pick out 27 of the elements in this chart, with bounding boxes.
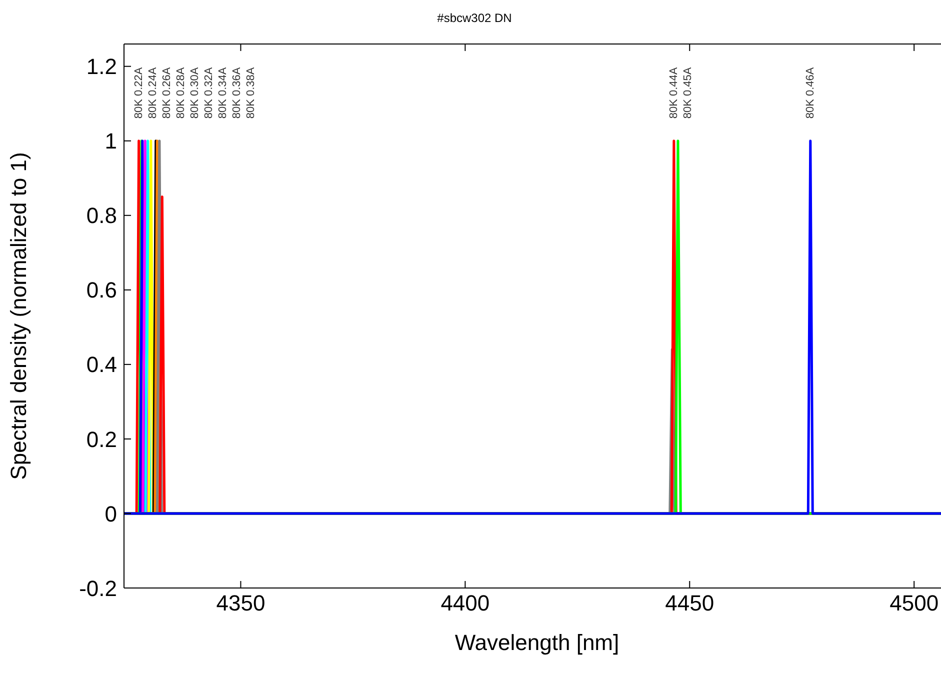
y-tick-label: 0.2 — [86, 426, 117, 452]
annotation: 80K 0.28A — [174, 66, 187, 119]
x-tick-label: 4350 — [216, 590, 266, 616]
y-tick-label: 0.4 — [86, 352, 117, 378]
x-tick-label: 4400 — [440, 590, 490, 616]
annotation: 80K 0.46A — [804, 66, 816, 119]
y-tick-label: 0 — [104, 501, 117, 526]
annotation: 80K 0.45A — [682, 66, 694, 119]
annotation: 80K 0.22A — [132, 66, 145, 119]
x-tick-label: 4450 — [665, 590, 714, 616]
annotation: 80K 0.36A — [230, 66, 243, 119]
chart-title: #sbcw302 DN — [436, 10, 513, 27]
annotation: 80K 0.32A — [202, 66, 215, 119]
annotation: 80K 0.38A — [244, 66, 257, 119]
annotation: 80K 0.34A — [216, 66, 229, 119]
y-tick-label: 0.8 — [86, 203, 117, 228]
annotation: 80K 0.24A — [146, 66, 159, 119]
x-tick-label: 4500 — [890, 590, 939, 616]
y-tick-label: -0.2 — [79, 576, 117, 601]
y-tick-label: 1 — [104, 128, 117, 154]
x-axis-title: Wavelength [nm] — [454, 630, 620, 655]
y-tick-label: 0.6 — [86, 278, 117, 303]
annotation: 80K 0.30A — [188, 66, 201, 119]
annotation: 80K 0.26A — [160, 66, 173, 119]
y-tick-label: 1.2 — [86, 54, 117, 80]
annotation: 80K 0.44A — [668, 66, 680, 119]
y-axis-title: Spectral density (normalized to 1) — [6, 152, 31, 480]
